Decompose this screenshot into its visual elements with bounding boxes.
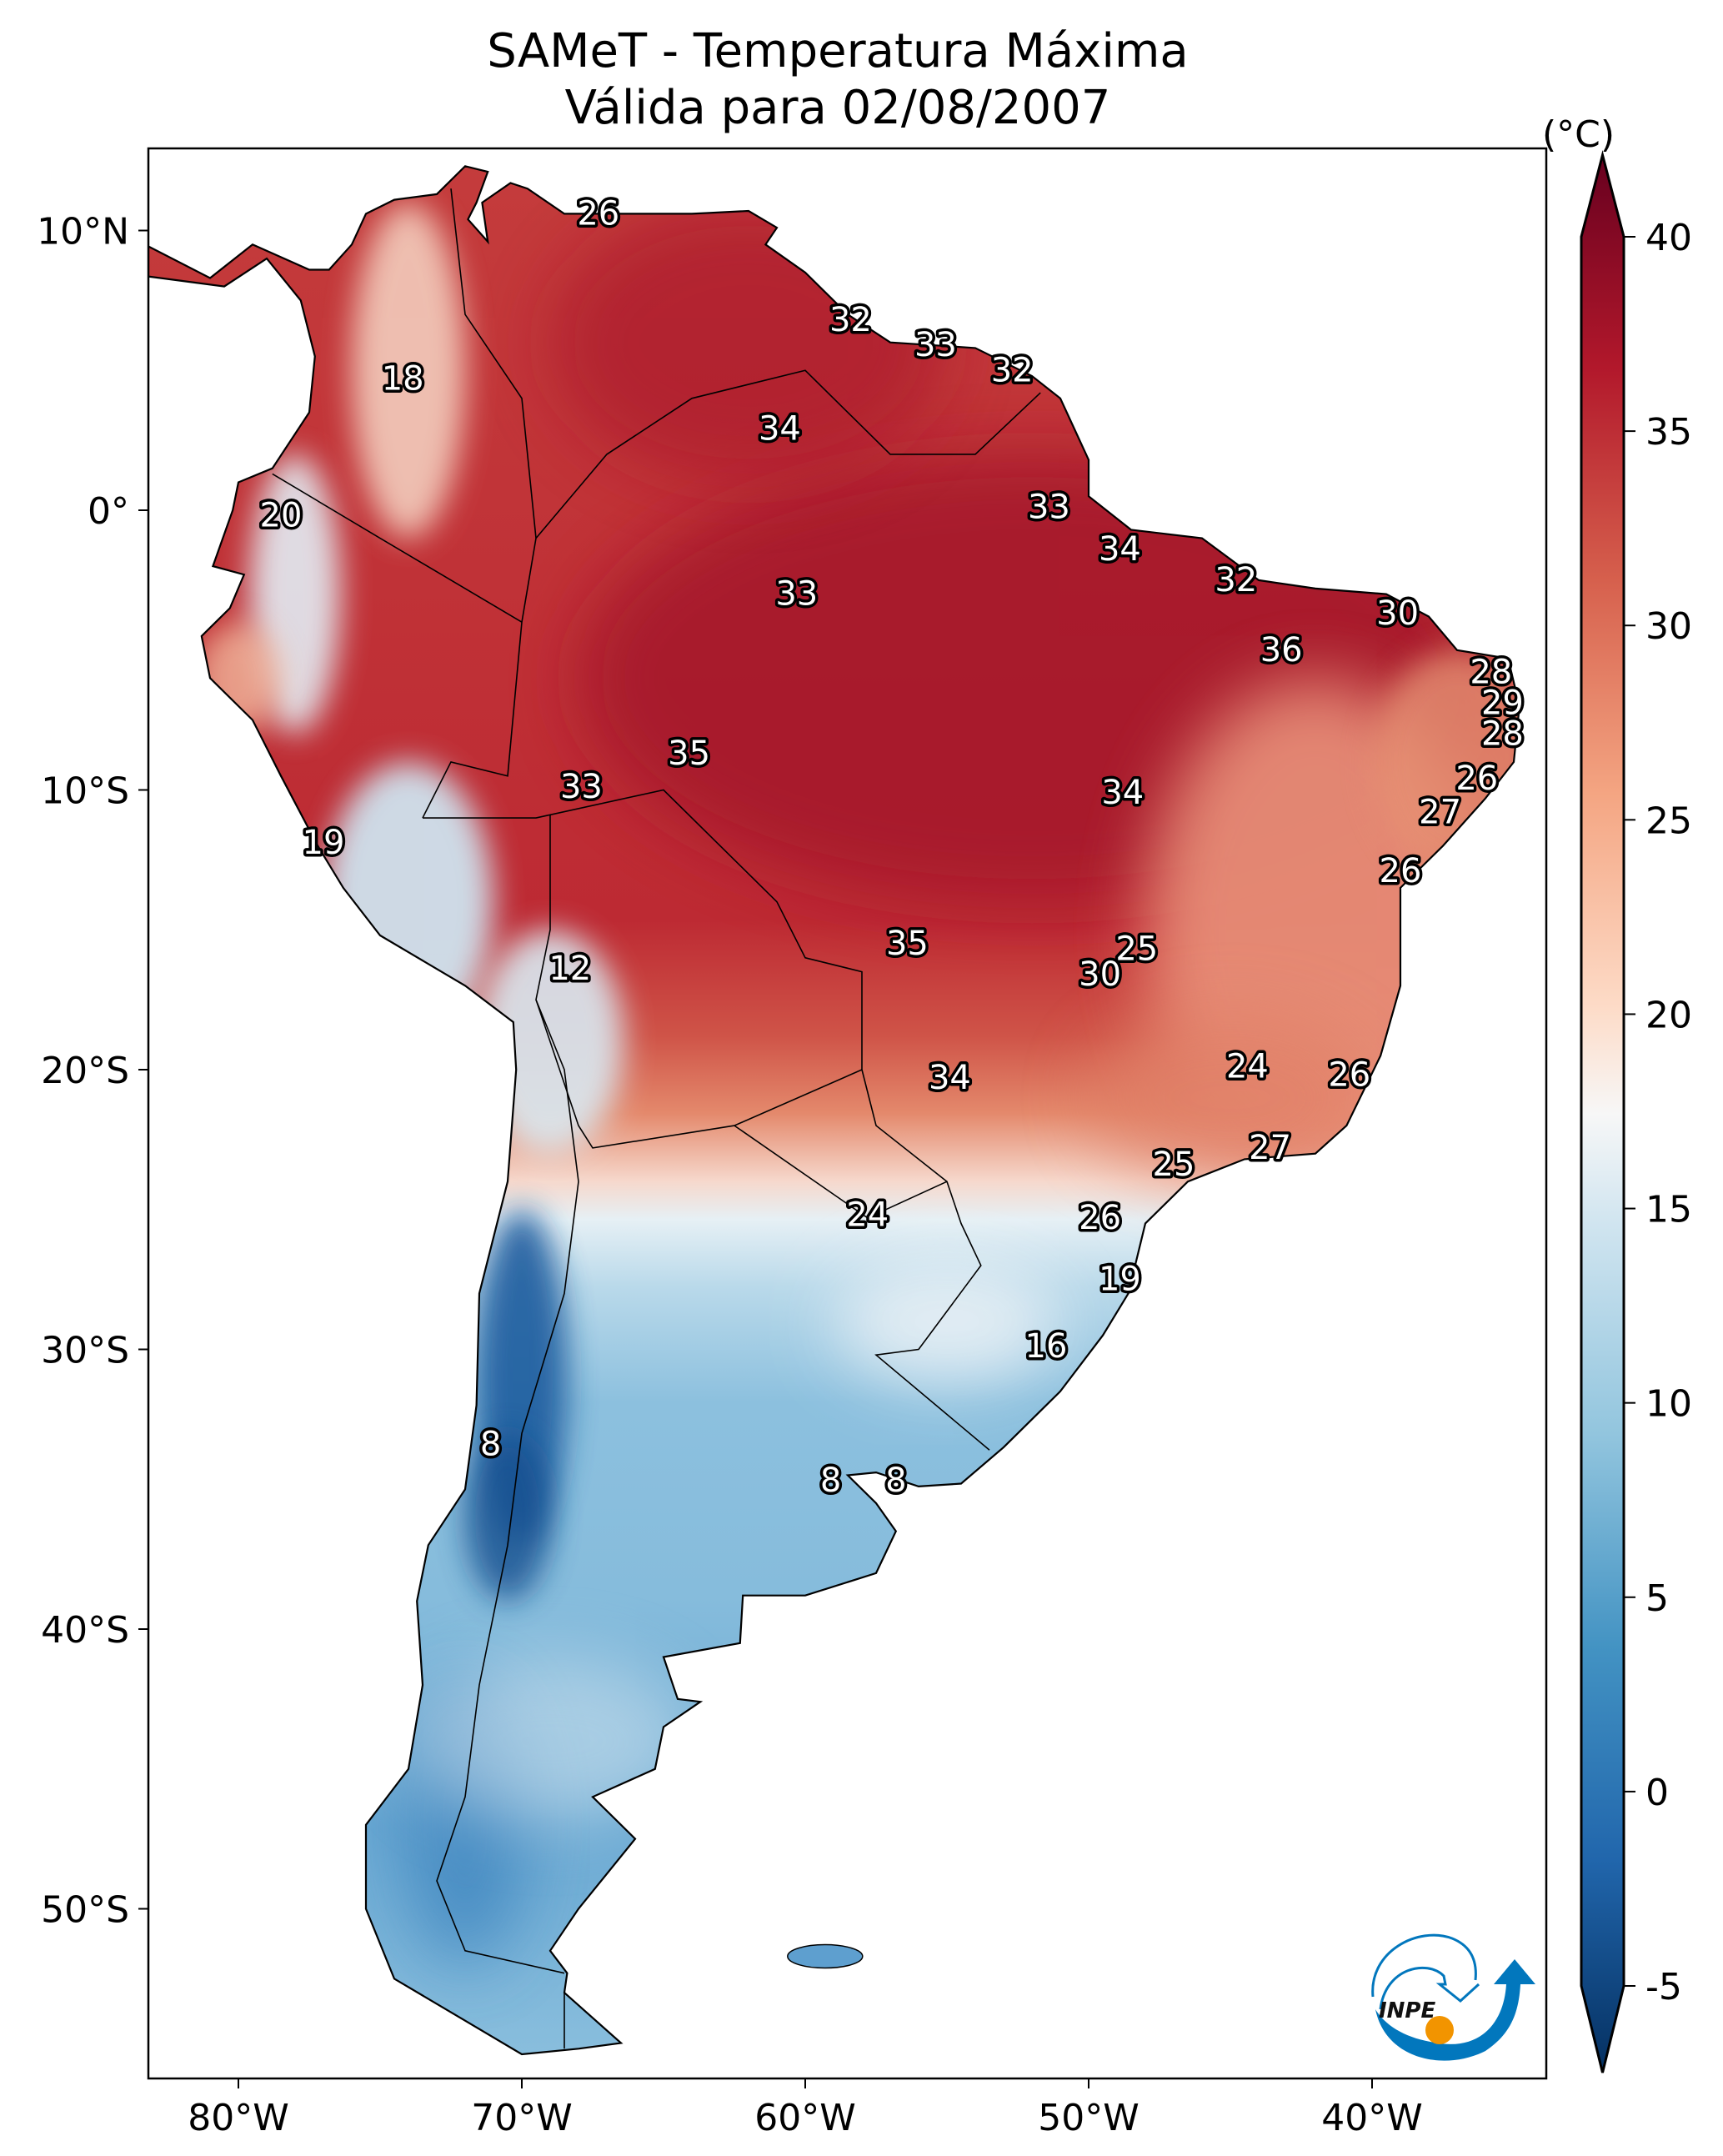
colorbar-tick-label: 30: [1645, 605, 1692, 648]
temperature-label: 33: [775, 575, 818, 614]
temperature-label: 30: [1079, 955, 1121, 994]
colorbar-tick-label: 20: [1645, 994, 1692, 1036]
temperature-label: 24: [846, 1196, 889, 1234]
logo-text: INPE: [1379, 1998, 1435, 2023]
lat-tick-label: 10°N: [37, 211, 129, 253]
political-borders: [272, 188, 1041, 2049]
lat-tick-label: 40°S: [41, 1609, 129, 1652]
temperature-label: 36: [1260, 631, 1303, 669]
border-line: [422, 369, 1041, 819]
temperature-label: 29: [1481, 684, 1524, 722]
logo-swirl-outer: [1371, 1933, 1477, 1998]
temperature-anomaly-region: [834, 1260, 1060, 1383]
title-line-2: Válida para 02/08/2007: [565, 81, 1111, 135]
colorbar-tick-label: -5: [1645, 1966, 1682, 2008]
temperature-label: 34: [929, 1059, 971, 1097]
lat-tick-label: 50°S: [41, 1889, 129, 1932]
temperature-label: 19: [1099, 1261, 1141, 1299]
lat-tick-label: 20°S: [41, 1050, 129, 1092]
temperature-anomaly-region: [323, 762, 493, 1042]
logo-swirl-inner: [1379, 1966, 1480, 2010]
temperature-label: 26: [1328, 1056, 1370, 1095]
border-line: [272, 473, 523, 623]
temperature-label: 28: [1481, 714, 1524, 753]
colorbar-units: (°C): [1542, 113, 1615, 156]
temperature-label: 18: [382, 359, 424, 398]
colorbar: (°C) 40 35 30 25 20 15 10 5 0 -5: [1542, 113, 1692, 2073]
temperature-anomaly-region: [352, 203, 465, 539]
temperature-label: 27: [1419, 793, 1461, 831]
temperature-label: 19: [303, 824, 345, 862]
lat-tick-label: 0°: [88, 490, 129, 533]
lat-tick-label: 10°S: [41, 770, 129, 813]
temperature-label: 26: [1455, 760, 1498, 798]
inpe-logo: INPE: [1371, 1933, 1535, 2061]
colorbar-tick-label: 5: [1645, 1577, 1669, 1620]
temperature-label: 16: [1025, 1327, 1068, 1366]
temperature-label: 8: [820, 1462, 841, 1500]
colorbar-tick-label: 15: [1645, 1189, 1692, 1231]
falkland-islands: [787, 1943, 864, 1969]
colorbar-scale: [1580, 150, 1625, 2073]
temperature-label: 35: [886, 925, 929, 963]
lon-tick-label: 70°W: [471, 2097, 573, 2139]
land-temperature-field: [148, 166, 1520, 2054]
temperature-label: 35: [668, 735, 710, 773]
temperature-label: 24: [1226, 1048, 1269, 1086]
temperature-label: 8: [480, 1426, 501, 1464]
coastline: [148, 165, 1520, 2056]
title-line-1: SAMeT - Temperatura Máxima: [487, 24, 1189, 78]
temperature-label: 25: [1115, 930, 1158, 969]
temperature-anomaly-region: [1089, 1014, 1372, 1182]
lon-tick-label: 40°W: [1321, 2097, 1423, 2139]
temperature-label: 12: [548, 950, 591, 988]
temperature-label: 33: [914, 326, 957, 364]
logo-orange-dot: [1425, 2016, 1454, 2044]
colorbar-tick-label: 10: [1645, 1383, 1692, 1426]
colorbar-tick-label: 35: [1645, 411, 1692, 454]
temperature-label: 32: [1215, 561, 1257, 599]
longitude-axis: 80°W 70°W 60°W 50°W 40°W: [188, 2078, 1423, 2139]
lon-tick-label: 80°W: [188, 2097, 289, 2139]
temperature-anomaly-region: [550, 203, 947, 483]
temperature-label: 27: [1249, 1129, 1291, 1167]
colorbar-tick-label: 25: [1645, 800, 1692, 842]
temperature-label: 8: [885, 1462, 906, 1500]
latitude-axis: 10°N 0° 10°S 20°S 30°S 40°S 50°S: [37, 211, 148, 1932]
lon-tick-label: 50°W: [1038, 2097, 1139, 2139]
temperature-label: 33: [560, 768, 603, 806]
border-line: [436, 999, 579, 1974]
temperature-label: 33: [1028, 489, 1070, 527]
temperature-anomaly-region: [465, 1433, 550, 1602]
temperature-label: 34: [1101, 774, 1144, 812]
temperature-label: 34: [759, 410, 801, 449]
temperature-label: 26: [1079, 1199, 1121, 1237]
lat-tick-label: 30°S: [41, 1330, 129, 1372]
colorbar-tick-label: 0: [1645, 1772, 1669, 1814]
temperature-label: 28: [1470, 654, 1512, 692]
temperature-label: 26: [577, 194, 619, 233]
temperature-label: 32: [991, 351, 1034, 389]
logo-arrow: [1375, 1959, 1535, 2061]
temperature-label: 32: [829, 301, 872, 339]
temperature-label: 30: [1376, 594, 1419, 633]
map-area: [148, 165, 1520, 2056]
temperature-anomaly-region: [408, 1657, 692, 1825]
temperature-anomaly-region: [196, 622, 281, 735]
temperature-label: 34: [1099, 530, 1141, 569]
colorbar-tick-label: 40: [1645, 217, 1692, 259]
border-line: [734, 1125, 948, 1219]
lon-tick-label: 60°W: [754, 2097, 856, 2139]
map-frame: [147, 147, 1548, 2080]
temperature-label: 26: [1380, 852, 1422, 890]
border-line: [450, 188, 537, 539]
temperature-label: 25: [1153, 1146, 1195, 1184]
temperature-label: 20: [260, 497, 303, 535]
